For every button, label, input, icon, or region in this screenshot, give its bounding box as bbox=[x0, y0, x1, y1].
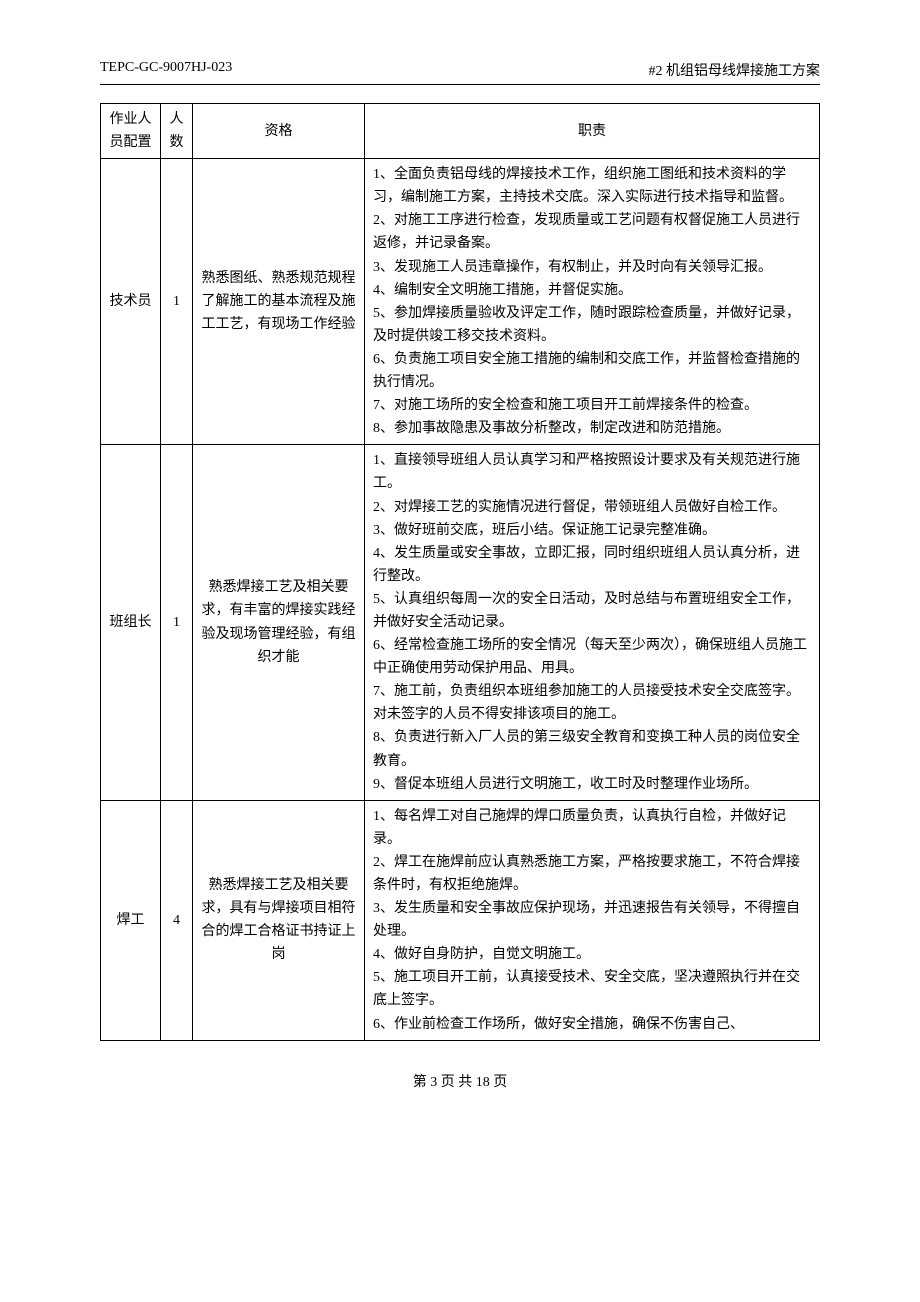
duty-line: 3、发生质量和安全事故应保护现场，并迅速报告有关领导，不得擅自处理。 bbox=[373, 897, 811, 943]
duty-line: 5、施工项目开工前，认真接受技术、安全交底，坚决遵照执行并在交底上签字。 bbox=[373, 966, 811, 1012]
duty-line: 1、每名焊工对自己施焊的焊口质量负责，认真执行自检，并做好记录。 bbox=[373, 805, 811, 851]
duty-line: 2、焊工在施焊前应认真熟悉施工方案，严格按要求施工，不符合焊接条件时，有权拒绝施… bbox=[373, 851, 811, 897]
cell-qual: 熟悉图纸、熟悉规范规程了解施工的基本流程及施工工艺，有现场工作经验 bbox=[193, 159, 365, 445]
cell-role: 技术员 bbox=[101, 159, 161, 445]
duty-line: 7、对施工场所的安全检查和施工项目开工前焊接条件的检查。 bbox=[373, 394, 811, 417]
duty-line: 5、认真组织每周一次的安全日活动，及时总结与布置班组安全工作，并做好安全活动记录… bbox=[373, 588, 811, 634]
table-row: 焊工4熟悉焊接工艺及相关要求，具有与焊接项目相符合的焊工合格证书持证上岗1、每名… bbox=[101, 800, 820, 1040]
duty-line: 7、施工前，负责组织本班组参加施工的人员接受技术安全交底签字。对未签字的人员不得… bbox=[373, 680, 811, 726]
col-header-role: 作业人员配置 bbox=[101, 104, 161, 159]
duty-line: 1、全面负责铝母线的焊接技术工作，组织施工图纸和技术资料的学习，编制施工方案，主… bbox=[373, 163, 811, 209]
duty-line: 4、编制安全文明施工措施，并督促实施。 bbox=[373, 279, 811, 302]
cell-count: 4 bbox=[161, 800, 193, 1040]
duty-line: 2、对施工工序进行检查，发现质量或工艺问题有权督促施工人员进行返修，并记录备案。 bbox=[373, 209, 811, 255]
duty-line: 6、作业前检查工作场所，做好安全措施，确保不伤害自己、 bbox=[373, 1013, 811, 1036]
cell-role: 焊工 bbox=[101, 800, 161, 1040]
duty-line: 6、经常检查施工场所的安全情况（每天至少两次），确保班组人员施工中正确使用劳动保… bbox=[373, 634, 811, 680]
duty-line: 3、做好班前交底，班后小结。保证施工记录完整准确。 bbox=[373, 519, 811, 542]
cell-qual: 熟悉焊接工艺及相关要求，有丰富的焊接实践经验及现场管理经验，有组织才能 bbox=[193, 445, 365, 800]
duty-line: 9、督促本班组人员进行文明施工，收工时及时整理作业场所。 bbox=[373, 773, 811, 796]
duty-line: 3、发现施工人员违章操作，有权制止，并及时向有关领导汇报。 bbox=[373, 256, 811, 279]
cell-count: 1 bbox=[161, 445, 193, 800]
duty-line: 4、做好自身防护，自觉文明施工。 bbox=[373, 943, 811, 966]
duty-line: 4、发生质量或安全事故，立即汇报，同时组织班组人员认真分析，进行整改。 bbox=[373, 542, 811, 588]
duty-line: 2、对焊接工艺的实施情况进行督促，带领班组人员做好自检工作。 bbox=[373, 496, 811, 519]
col-header-duty: 职责 bbox=[365, 104, 820, 159]
table-row: 技术员1熟悉图纸、熟悉规范规程了解施工的基本流程及施工工艺，有现场工作经验1、全… bbox=[101, 159, 820, 445]
duty-line: 6、负责施工项目安全施工措施的编制和交底工作，并监督检查措施的执行情况。 bbox=[373, 348, 811, 394]
duty-line: 8、参加事故隐患及事故分析整改，制定改进和防范措施。 bbox=[373, 417, 811, 440]
page-header: TEPC-GC-9007HJ-023 #2 机组铝母线焊接施工方案 bbox=[100, 60, 820, 85]
col-header-count: 人数 bbox=[161, 104, 193, 159]
duty-line: 1、直接领导班组人员认真学习和严格按照设计要求及有关规范进行施工。 bbox=[373, 449, 811, 495]
duty-line: 8、负责进行新入厂人员的第三级安全教育和变换工种人员的岗位安全教育。 bbox=[373, 726, 811, 772]
cell-role: 班组长 bbox=[101, 445, 161, 800]
duty-line: 5、参加焊接质量验收及评定工作，随时跟踪检查质量，并做好记录，及时提供竣工移交技… bbox=[373, 302, 811, 348]
cell-count: 1 bbox=[161, 159, 193, 445]
cell-duty: 1、全面负责铝母线的焊接技术工作，组织施工图纸和技术资料的学习，编制施工方案，主… bbox=[365, 159, 820, 445]
table-header-row: 作业人员配置 人数 资格 职责 bbox=[101, 104, 820, 159]
table-body: 技术员1熟悉图纸、熟悉规范规程了解施工的基本流程及施工工艺，有现场工作经验1、全… bbox=[101, 159, 820, 1040]
table-row: 班组长1熟悉焊接工艺及相关要求，有丰富的焊接实践经验及现场管理经验，有组织才能1… bbox=[101, 445, 820, 800]
page-footer: 第 3 页 共 18 页 bbox=[100, 1071, 820, 1091]
personnel-table: 作业人员配置 人数 资格 职责 技术员1熟悉图纸、熟悉规范规程了解施工的基本流程… bbox=[100, 103, 820, 1041]
col-header-qual: 资格 bbox=[193, 104, 365, 159]
header-left: TEPC-GC-9007HJ-023 bbox=[100, 60, 232, 80]
header-right: #2 机组铝母线焊接施工方案 bbox=[649, 60, 821, 80]
cell-qual: 熟悉焊接工艺及相关要求，具有与焊接项目相符合的焊工合格证书持证上岗 bbox=[193, 800, 365, 1040]
cell-duty: 1、每名焊工对自己施焊的焊口质量负责，认真执行自检，并做好记录。2、焊工在施焊前… bbox=[365, 800, 820, 1040]
cell-duty: 1、直接领导班组人员认真学习和严格按照设计要求及有关规范进行施工。2、对焊接工艺… bbox=[365, 445, 820, 800]
footer-text: 第 3 页 共 18 页 bbox=[413, 1075, 508, 1090]
